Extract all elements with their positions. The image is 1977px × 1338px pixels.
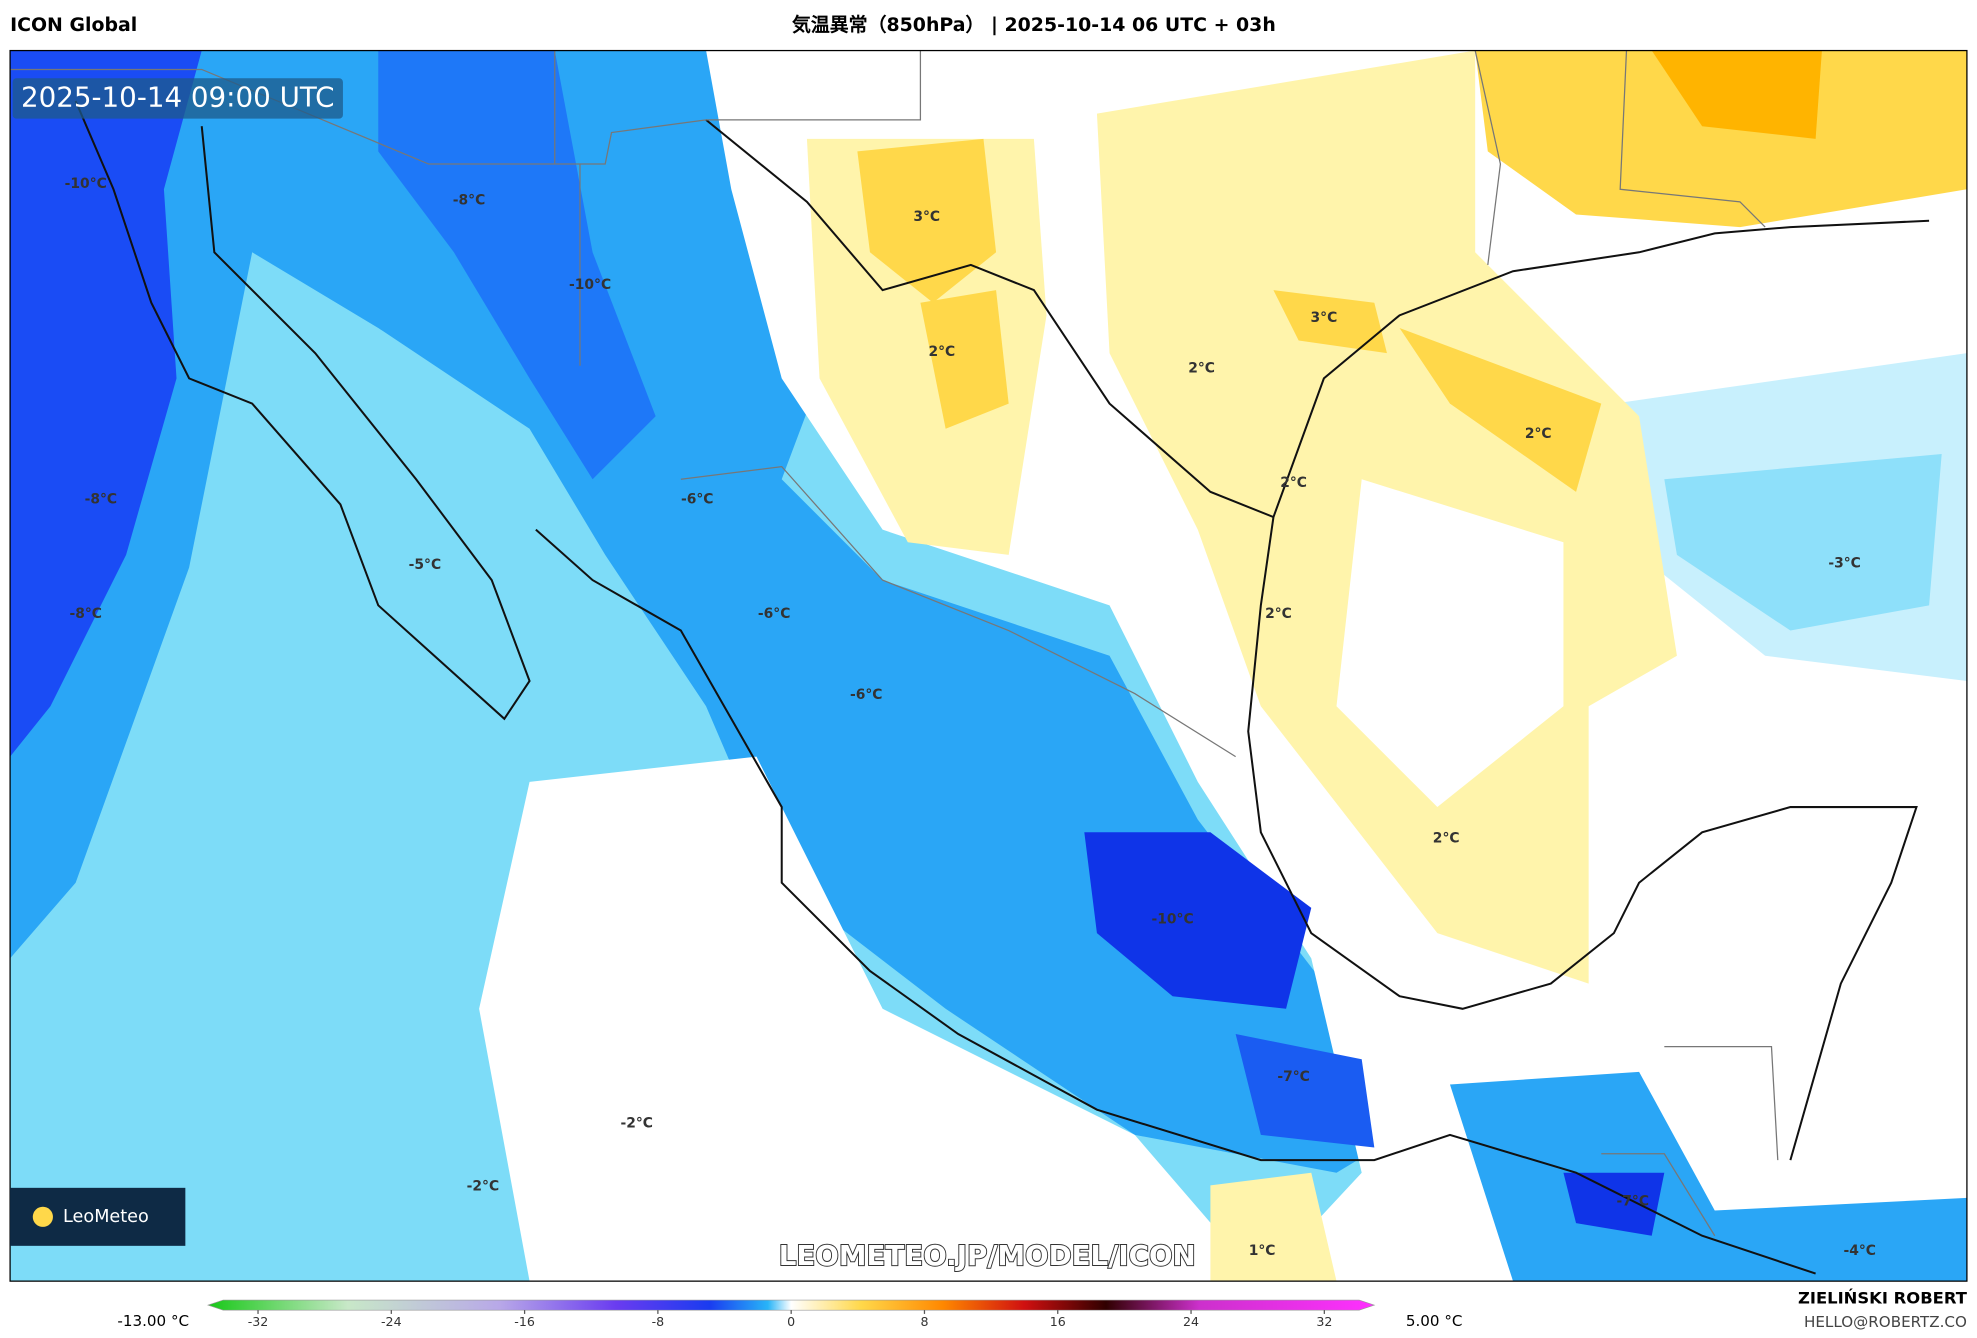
- map-title: 気温異常（850hPa） | 2025-10-14 06 UTC + 03h: [792, 13, 1276, 36]
- colorbar-tick-label: -16: [514, 1314, 535, 1329]
- timestamp-box: [12, 78, 343, 119]
- contour-label: 1°C: [1249, 1243, 1276, 1259]
- logo: LeoMeteo: [63, 1207, 149, 1227]
- field: [378, 50, 656, 480]
- model-name: ICON Global: [10, 14, 137, 36]
- field: [1273, 290, 1387, 354]
- field: [479, 756, 1261, 1282]
- contour-label: -2°C: [467, 1179, 500, 1195]
- colorbar-max: 5.00 °C: [1406, 1312, 1463, 1330]
- contour-label: -3°C: [1828, 556, 1861, 572]
- contour-label: 3°C: [913, 209, 940, 225]
- contour-label: -2°C: [620, 1116, 653, 1132]
- colorbar-min: -13.00 °C: [117, 1312, 189, 1330]
- colorbar-tick-label: 16: [1050, 1314, 1066, 1329]
- map: [10, 50, 1967, 1282]
- field: [1449, 1071, 1967, 1282]
- contour-label: 3°C: [1311, 310, 1338, 326]
- field: [1235, 1034, 1375, 1148]
- colorbar-tick-label: 8: [920, 1314, 928, 1329]
- field: [10, 50, 1400, 1173]
- contour-label: -6°C: [850, 687, 883, 703]
- contour-label: -10°C: [569, 277, 611, 293]
- field: [1399, 327, 1602, 492]
- contour-label: -6°C: [758, 606, 791, 622]
- timestamp: 2025-10-14 09:00 UTC: [21, 80, 335, 113]
- field: [857, 138, 997, 303]
- field: [1475, 50, 1967, 228]
- colorbar-tick-label: -24: [381, 1314, 402, 1329]
- contour-label: 2°C: [1265, 606, 1292, 622]
- contour-label: -7°C: [1617, 1194, 1650, 1210]
- contour-label: -8°C: [453, 193, 486, 209]
- contour-label: -4°C: [1843, 1243, 1876, 1259]
- contour-labels: -10°C -8°C -10°C 3°C 2°C 3°C 2°C 2°C 2°C -8°C -6°C…: [65, 176, 1876, 1259]
- contour-label: -10°C: [65, 176, 107, 192]
- contour-label: 2°C: [1188, 360, 1215, 376]
- field: [1563, 1172, 1665, 1236]
- contour-label: -10°C: [1152, 911, 1194, 927]
- field: [1336, 479, 1564, 808]
- contour-label: 2°C: [928, 344, 955, 360]
- contour-label: 2°C: [1433, 831, 1460, 847]
- contour-label: -7°C: [1277, 1069, 1309, 1085]
- field: [1210, 1172, 1337, 1282]
- map-frame: [9, 49, 1968, 1282]
- colorbar-tick-label: -8: [652, 1314, 665, 1329]
- colorbar-tick-label: 0: [787, 1314, 795, 1329]
- border: [10, 50, 1779, 1237]
- colorbar-tick-label: 32: [1316, 1314, 1332, 1329]
- author: ZIELIŃSKI ROBERT: [1798, 1288, 1968, 1307]
- coastline: [74, 100, 1930, 1275]
- colorbar-tick-label: -32: [248, 1314, 269, 1329]
- colorbar-tick-label: 24: [1183, 1314, 1199, 1329]
- contour-label: 2°C: [1280, 475, 1307, 491]
- field: [10, 50, 202, 757]
- field: [1664, 454, 1942, 631]
- contact: HELLO@ROBERTZ.CO: [1804, 1313, 1967, 1331]
- contour-label: 2°C: [1525, 426, 1552, 442]
- logo-sun: [32, 1206, 53, 1227]
- field: [1651, 50, 1822, 139]
- watermark: LEOMETEO.JP/MODEL/ICON: [779, 1239, 1196, 1272]
- field: [1084, 832, 1312, 1009]
- contour-label: -8°C: [85, 491, 118, 507]
- contour-label: -5°C: [409, 557, 442, 573]
- colorbar: [207, 1299, 1376, 1311]
- contour-label: -6°C: [681, 491, 714, 507]
- contour-label: -8°C: [69, 606, 102, 622]
- field: [920, 290, 1009, 429]
